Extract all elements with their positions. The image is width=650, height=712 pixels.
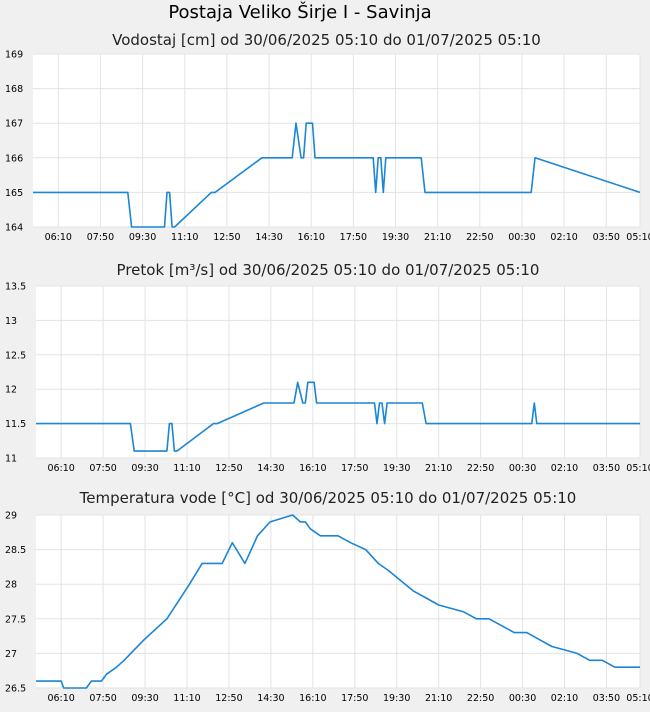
y-tick-label: 27.5 — [5, 614, 26, 625]
x-tick-label: 03:50 — [593, 463, 620, 474]
x-tick-label: 02:10 — [551, 693, 578, 704]
x-tick-label: 12:50 — [213, 232, 240, 243]
x-tick-label: 17:50 — [341, 463, 368, 474]
x-tick-label: 14:30 — [257, 693, 284, 704]
x-tick-label: 11:10 — [171, 232, 198, 243]
x-tick-label: 14:30 — [257, 463, 284, 474]
plot-area — [36, 286, 640, 458]
x-tick-label: 12:50 — [215, 693, 242, 704]
y-tick-label: 13.5 — [5, 282, 26, 293]
x-tick-label: 05:10 — [626, 693, 650, 704]
y-tick-label: 11 — [5, 454, 17, 465]
plot-area — [33, 54, 640, 227]
x-tick-label: 19:30 — [383, 693, 410, 704]
x-tick-label: 02:10 — [551, 463, 578, 474]
x-tick-label: 03:50 — [593, 232, 620, 243]
pretok-chart: Pretok [m³/s] od 30/06/2025 05:10 do 01/… — [5, 261, 650, 474]
chart-title: Temperatura vode [°C] od 30/06/2025 05:1… — [79, 489, 577, 507]
y-tick-label: 169 — [5, 50, 23, 61]
x-tick-label: 05:10 — [626, 232, 650, 243]
x-tick-label: 17:50 — [341, 693, 368, 704]
y-tick-label: 165 — [5, 188, 23, 199]
y-tick-label: 26.5 — [5, 684, 26, 695]
page-title: Postaja Veliko Širje I - Savinja — [168, 2, 432, 23]
x-tick-label: 22:50 — [467, 463, 494, 474]
x-tick-label: 21:10 — [424, 232, 451, 243]
x-tick-label: 06:10 — [45, 232, 72, 243]
x-tick-label: 00:30 — [509, 693, 536, 704]
series-line — [36, 381, 640, 452]
vodostaj-chart: Vodostaj [cm] od 30/06/2025 05:10 do 01/… — [5, 31, 650, 243]
x-tick-label: 16:10 — [298, 232, 325, 243]
plot-area — [36, 515, 640, 688]
x-tick-label: 16:10 — [299, 693, 326, 704]
y-tick-label: 28.5 — [5, 545, 26, 556]
x-tick-label: 05:10 — [626, 463, 650, 474]
x-tick-label: 19:30 — [383, 463, 410, 474]
x-tick-label: 11:10 — [173, 463, 200, 474]
y-tick-label: 164 — [5, 223, 23, 234]
x-tick-label: 22:50 — [467, 693, 494, 704]
y-tick-label: 29 — [5, 511, 17, 522]
x-tick-label: 00:30 — [508, 232, 535, 243]
y-tick-label: 13 — [5, 316, 17, 327]
x-tick-label: 11:10 — [173, 693, 200, 704]
y-tick-label: 166 — [5, 153, 23, 164]
x-tick-label: 02:10 — [550, 232, 577, 243]
series-line — [33, 122, 641, 228]
x-tick-label: 07:50 — [89, 693, 116, 704]
x-tick-label: 14:30 — [255, 232, 282, 243]
y-tick-label: 168 — [5, 84, 23, 95]
y-tick-label: 167 — [5, 119, 23, 130]
x-tick-label: 22:50 — [466, 232, 493, 243]
x-tick-label: 19:30 — [382, 232, 409, 243]
x-tick-label: 06:10 — [47, 693, 74, 704]
x-tick-label: 03:50 — [593, 693, 620, 704]
y-tick-label: 12 — [5, 385, 17, 396]
x-tick-label: 16:10 — [299, 463, 326, 474]
series-line — [36, 514, 640, 689]
y-tick-label: 11.5 — [5, 419, 26, 430]
y-tick-label: 28 — [5, 580, 17, 591]
x-tick-label: 09:30 — [131, 693, 158, 704]
y-tick-label: 27 — [5, 649, 17, 660]
x-tick-label: 06:10 — [47, 463, 74, 474]
x-tick-label: 21:10 — [425, 693, 452, 704]
chart-title: Pretok [m³/s] od 30/06/2025 05:10 do 01/… — [117, 261, 540, 279]
y-tick-label: 12.5 — [5, 350, 26, 361]
x-tick-label: 12:50 — [215, 463, 242, 474]
chart-title: Vodostaj [cm] od 30/06/2025 05:10 do 01/… — [112, 31, 541, 49]
x-tick-label: 09:30 — [131, 463, 158, 474]
x-tick-label: 07:50 — [87, 232, 114, 243]
x-tick-label: 07:50 — [89, 463, 116, 474]
x-tick-label: 09:30 — [129, 232, 156, 243]
x-tick-label: 00:30 — [509, 463, 536, 474]
x-tick-label: 21:10 — [425, 463, 452, 474]
x-tick-label: 17:50 — [340, 232, 367, 243]
temperatura-chart: Temperatura vode [°C] od 30/06/2025 05:1… — [5, 489, 650, 704]
